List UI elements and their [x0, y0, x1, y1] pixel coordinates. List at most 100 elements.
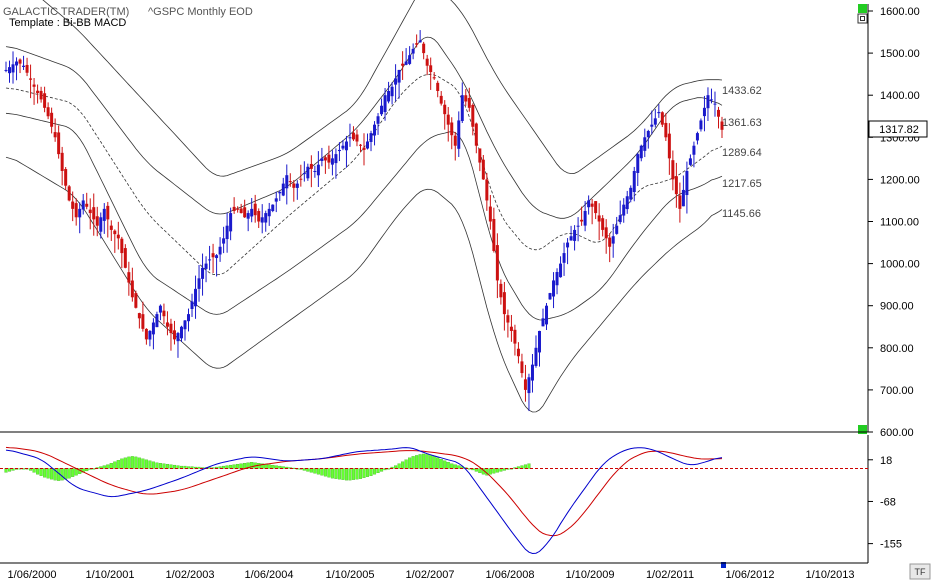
candle-body	[474, 123, 478, 146]
candle-body	[387, 90, 391, 102]
candle-body	[513, 329, 517, 344]
candle-body	[720, 121, 724, 130]
candle-body	[190, 301, 194, 309]
macd-histogram-bar	[327, 468, 331, 478]
candle-body	[116, 234, 120, 239]
macd-histogram-bar	[109, 463, 113, 469]
candle-body	[667, 133, 671, 159]
macd-histogram-bar	[432, 456, 436, 469]
candle-body	[183, 320, 187, 330]
macd-histogram-bar	[123, 457, 127, 469]
last-price-box	[868, 120, 928, 138]
candle-body	[355, 134, 359, 142]
x-tick-label: 1/06/2012	[726, 569, 775, 581]
band-label: 1361.63	[722, 117, 762, 129]
macd-histogram-bar	[60, 468, 64, 481]
candle-body	[281, 183, 285, 196]
candle-body	[306, 166, 310, 179]
candle-body	[215, 255, 219, 259]
macd-histogram-bar	[172, 464, 177, 469]
macd-histogram-bar	[232, 464, 236, 469]
macd-histogram-bar	[106, 464, 110, 469]
tf-label[interactable]: TF	[915, 567, 926, 577]
macd-histogram-bar	[358, 468, 363, 479]
candle-body	[636, 154, 640, 174]
candle-body	[611, 236, 615, 244]
price-tick-label: 600.00	[880, 427, 914, 439]
candle-body	[429, 65, 433, 73]
macd-histogram-bar	[443, 460, 447, 469]
candle-body	[380, 105, 384, 115]
macd-histogram-bar	[344, 468, 349, 481]
candle-body	[141, 314, 145, 329]
macd-tick-label: -155	[880, 539, 902, 551]
candle-body	[555, 272, 559, 286]
candle-body	[36, 90, 40, 94]
candle-body	[334, 154, 338, 164]
candle-body	[660, 112, 664, 125]
green-marker-bottom[interactable]	[858, 425, 867, 434]
panel-toggle-icon[interactable]	[857, 13, 868, 24]
macd-axis-ticks: 18 -68 -155	[868, 455, 902, 551]
candle-body	[208, 259, 212, 261]
candle-body	[134, 293, 138, 308]
green-marker-top[interactable]	[858, 4, 867, 13]
candle-body	[179, 326, 183, 339]
candle-body	[436, 82, 440, 91]
candle-body	[236, 208, 240, 210]
macd-histogram-bar	[341, 468, 345, 480]
candle-body	[376, 116, 380, 124]
macd-histogram-bar	[11, 468, 15, 471]
tf-button[interactable]	[909, 563, 931, 580]
candle-body	[699, 120, 703, 130]
candle-body	[383, 95, 387, 113]
x-tick-label: 1/10/2001	[86, 569, 135, 581]
price-axis-ticks: 1600.001500.001400.001300.001200.001100.…	[868, 6, 920, 439]
candle-body	[197, 278, 201, 289]
candle-body	[250, 208, 254, 217]
macd-tick-label: 18	[880, 455, 892, 467]
x-tick-label: 1/10/2013	[806, 569, 855, 581]
macd-histogram-bar	[316, 468, 320, 475]
macd-histogram-bar	[278, 465, 282, 469]
candle-body	[130, 280, 134, 298]
candle-body	[422, 43, 426, 54]
macd-line	[5, 447, 723, 555]
candle-body	[597, 215, 601, 222]
candle-body	[713, 103, 717, 105]
price-tick-label: 1100.00	[880, 217, 919, 229]
candle-body	[95, 216, 99, 226]
candle-body	[425, 58, 429, 66]
macd-histogram-bar	[120, 458, 124, 469]
macd-histogram-bar	[450, 463, 454, 469]
band-inner-upper	[5, 36, 723, 219]
candle-body	[358, 144, 362, 146]
candle-body	[257, 211, 261, 222]
candle-body	[25, 64, 29, 73]
candle-body	[299, 178, 303, 180]
macd-histogram-bar	[102, 465, 106, 469]
candle-body	[443, 104, 447, 115]
candle-body	[330, 158, 334, 165]
candle-body	[411, 48, 415, 54]
band-outer-upper	[42, 0, 723, 177]
candle-body	[716, 109, 720, 117]
candle-body	[60, 152, 64, 171]
candle-body	[225, 225, 229, 240]
candle-body	[64, 169, 68, 186]
macd-histogram-bar	[372, 468, 377, 475]
candle-body	[327, 154, 331, 163]
macd-histogram-bar	[222, 465, 226, 469]
candle-body	[506, 315, 510, 323]
macd-histogram-bar	[348, 468, 352, 481]
macd-histogram-bar	[71, 468, 75, 477]
macd-histogram-bar	[334, 468, 338, 479]
candle-body	[4, 69, 8, 71]
candle-body	[439, 95, 443, 104]
blue-marker[interactable]	[721, 562, 726, 568]
macd-histogram-bar	[239, 463, 243, 469]
candle-body	[344, 141, 348, 151]
candle-body	[552, 280, 556, 297]
price-panel: 1600.001500.001400.001300.001200.001100.…	[0, 0, 928, 439]
candle-body	[15, 61, 19, 66]
